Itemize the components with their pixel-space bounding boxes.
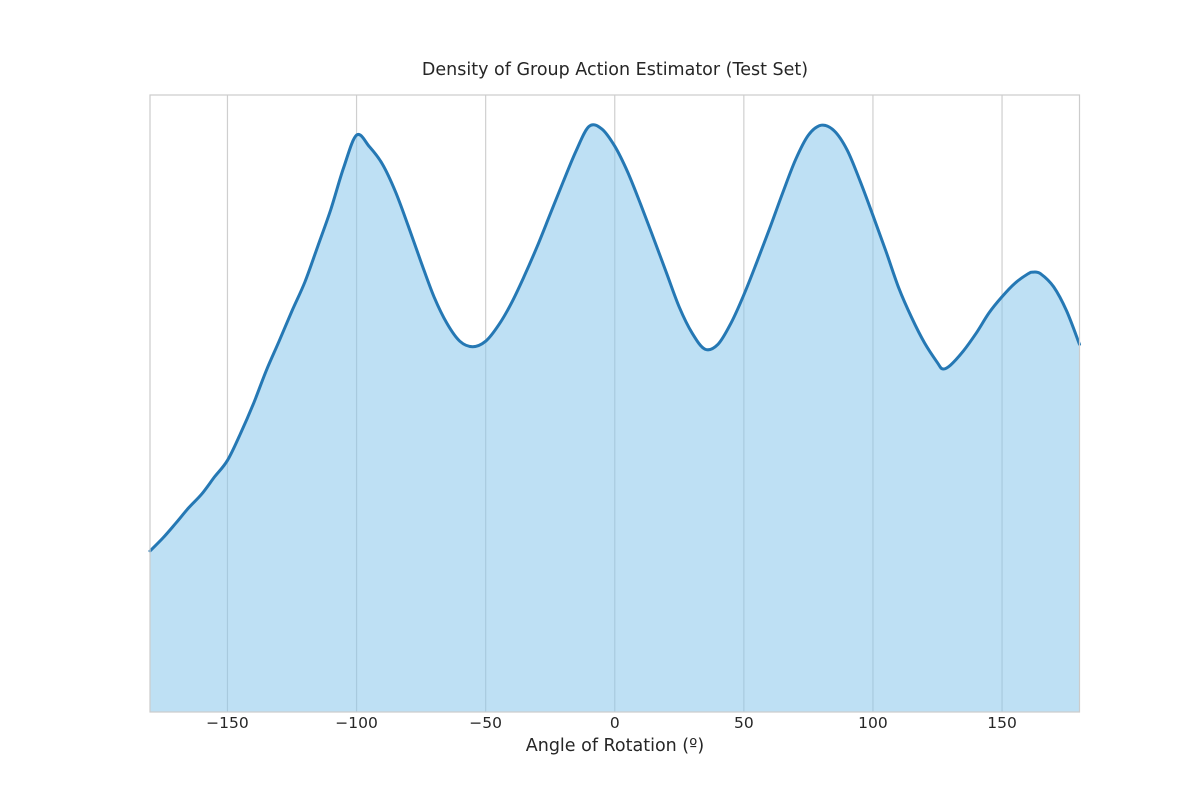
x-tick-label-0: 0 <box>609 714 620 732</box>
x-tick-label--50: −50 <box>469 714 502 732</box>
density-fill <box>150 124 1080 712</box>
x-axis-label: Angle of Rotation (º) <box>525 736 705 756</box>
x-tick-label-100: 100 <box>858 714 888 732</box>
x-tick-label-50: 50 <box>733 714 754 732</box>
chart-title: Density of Group Action Estimator (Test … <box>421 60 809 80</box>
x-tick-label--100: −100 <box>335 714 378 732</box>
x-tick-label--150: −150 <box>206 714 249 732</box>
density-line <box>148 123 1081 553</box>
plot-frame <box>149 94 1081 713</box>
x-tick-label-150: 150 <box>987 714 1017 732</box>
